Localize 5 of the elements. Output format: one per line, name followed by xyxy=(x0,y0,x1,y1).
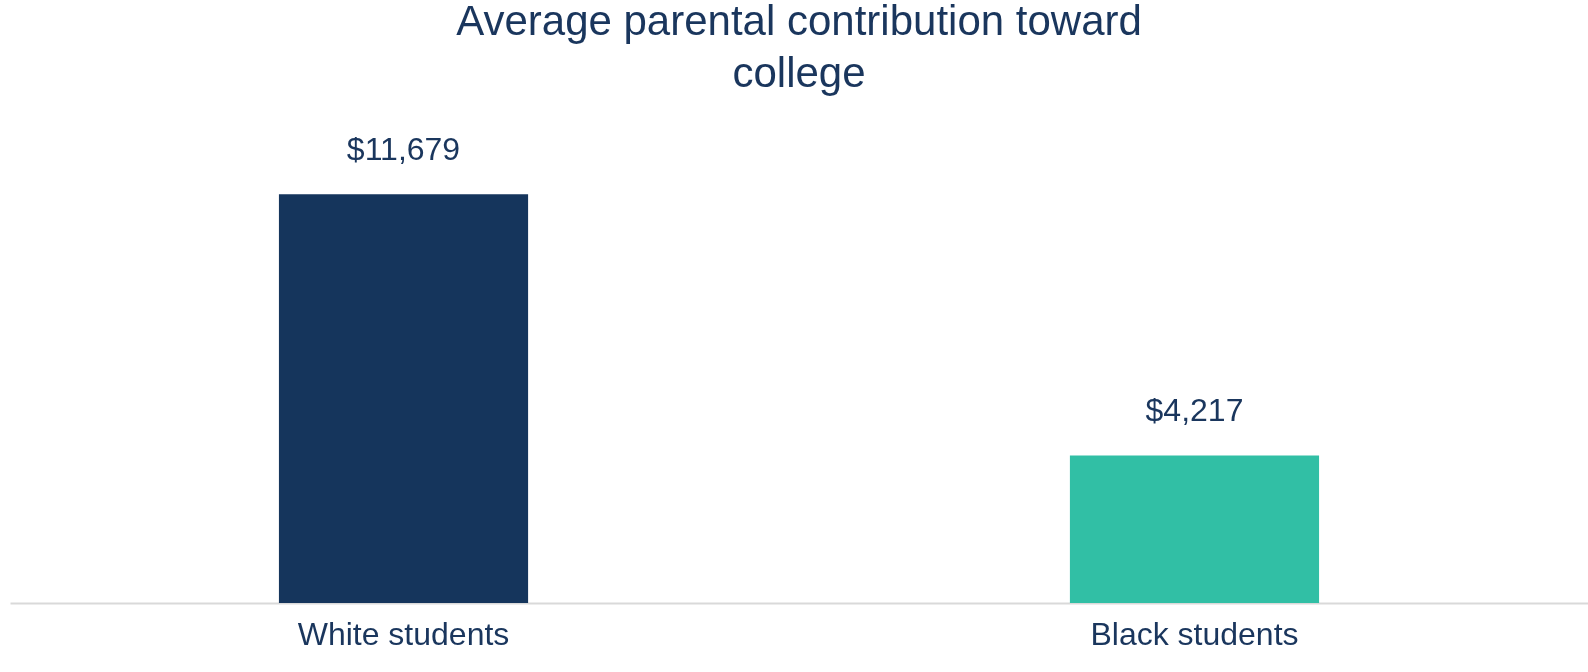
data-label: $4,217 xyxy=(1145,392,1244,429)
x-tick-label: White students xyxy=(297,615,510,652)
chart-title: Average parental contribution toward college xyxy=(456,0,1142,97)
x-tick-label: Black students xyxy=(1090,615,1299,652)
data-label: $11,679 xyxy=(346,131,461,168)
